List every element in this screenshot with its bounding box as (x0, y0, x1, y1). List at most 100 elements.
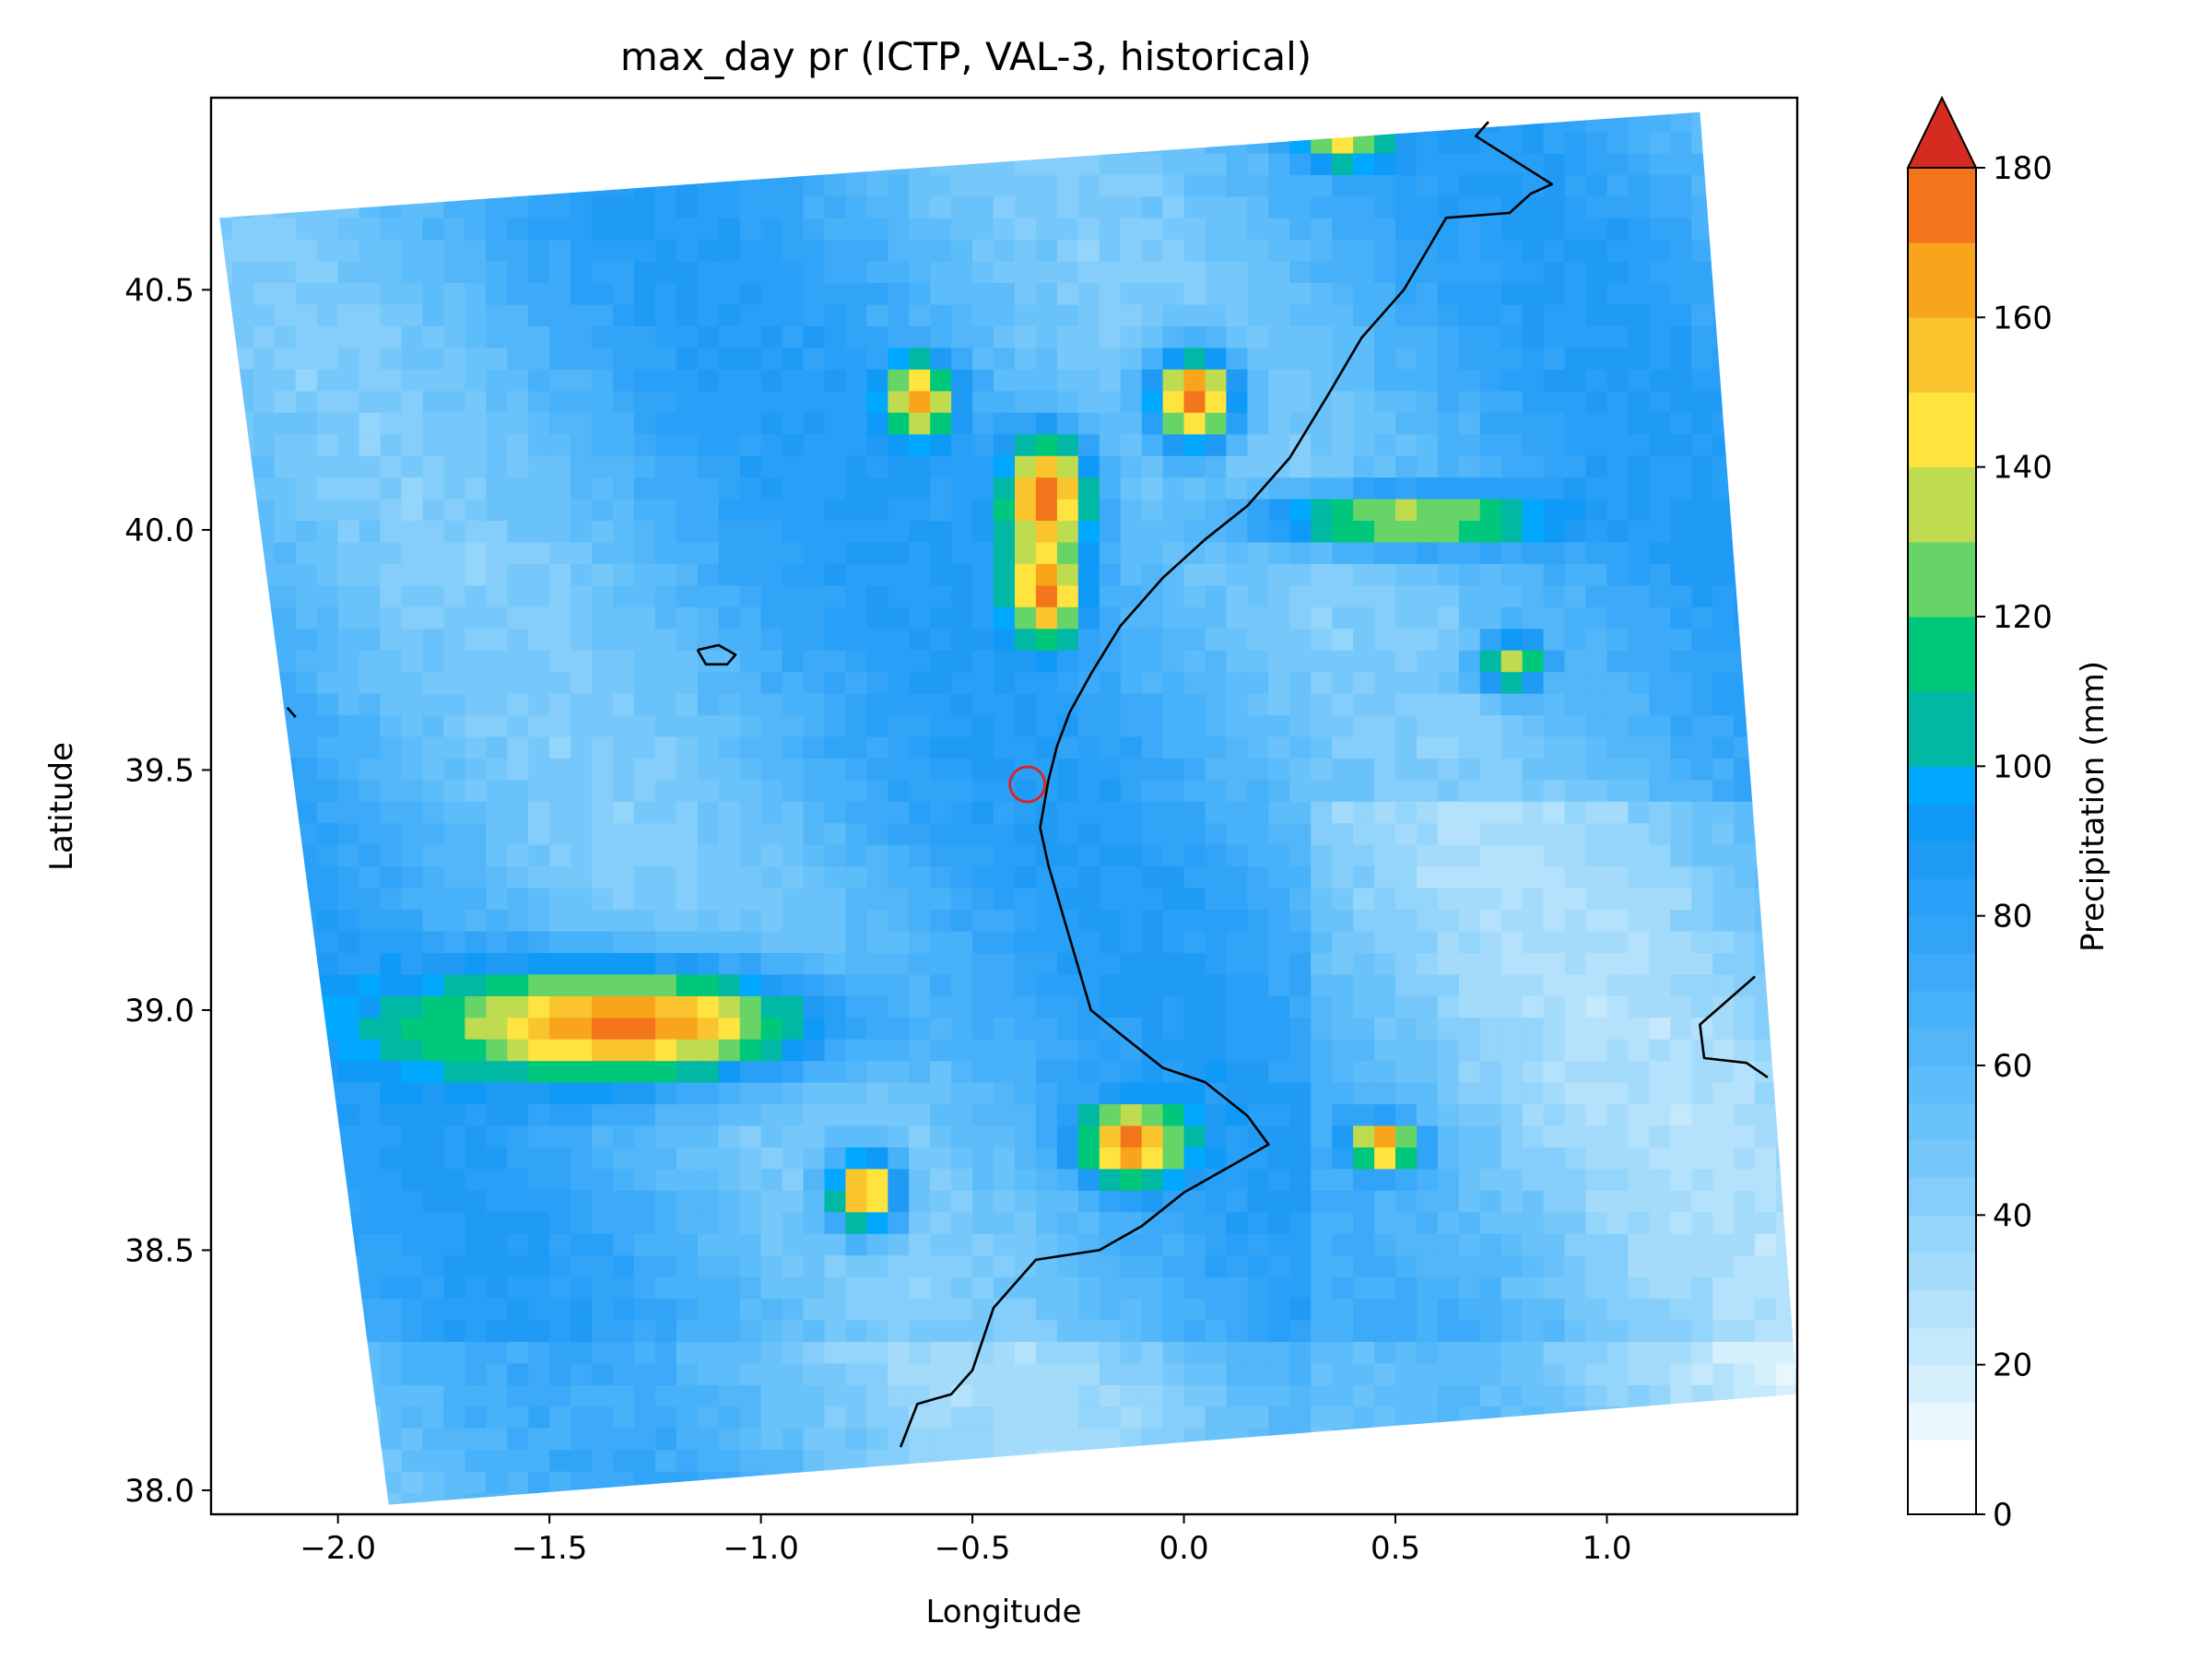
grid-cell (219, 931, 233, 953)
grid-cell (1162, 693, 1185, 716)
grid-cell (1120, 520, 1143, 543)
grid-cell (866, 1082, 888, 1105)
grid-cell (654, 1428, 677, 1451)
grid-cell (231, 412, 254, 435)
grid-cell (909, 1233, 931, 1256)
grid-cell (866, 1147, 888, 1170)
grid-cell (824, 1190, 846, 1213)
grid-cell (274, 1449, 297, 1472)
grid-cell (1691, 499, 1713, 521)
grid-cell (1670, 822, 1692, 845)
grid-cell (803, 477, 825, 500)
grid-cell (1289, 1233, 1312, 1256)
grid-cell (718, 909, 741, 932)
grid-cell (316, 1492, 339, 1505)
grid-cell (718, 1254, 741, 1277)
grid-cell (274, 541, 297, 564)
grid-cell (1120, 758, 1143, 781)
grid-cell (1564, 455, 1587, 478)
grid-cell (1056, 650, 1079, 673)
grid-cell (528, 1320, 550, 1342)
grid-cell (337, 1017, 360, 1040)
grid-cell (571, 1233, 593, 1256)
grid-cell (1670, 1362, 1692, 1385)
grid-cell (253, 347, 276, 370)
grid-cell (1734, 1362, 1756, 1385)
grid-cell (654, 844, 677, 867)
grid-cell (1099, 325, 1122, 348)
grid-cell (1289, 995, 1312, 1018)
grid-cell (1395, 736, 1418, 759)
grid-cell (1564, 369, 1587, 392)
grid-cell (316, 909, 339, 932)
grid-cell (951, 1320, 973, 1342)
grid-cell (316, 995, 339, 1018)
grid-cell (1056, 801, 1079, 824)
grid-cell (1628, 714, 1650, 737)
grid-cell (1543, 628, 1566, 651)
grid-cell (1035, 1039, 1058, 1062)
grid-cell (1247, 563, 1269, 586)
grid-cell (1437, 1060, 1460, 1083)
grid-cell (1353, 131, 1375, 154)
grid-cell (1606, 325, 1629, 348)
grid-cell (1332, 973, 1354, 996)
grid-cell (782, 131, 805, 154)
grid-cell (1226, 822, 1248, 845)
grid-cell (1268, 909, 1290, 932)
grid-cell (1628, 628, 1650, 651)
grid-cell (1395, 801, 1418, 824)
grid-cell (613, 1320, 635, 1342)
grid-cell (1015, 152, 1037, 175)
grid-cell (1183, 390, 1206, 413)
grid-cell (782, 1017, 805, 1040)
grid-cell (1247, 714, 1269, 737)
grid-cell (401, 1449, 423, 1472)
grid-cell (739, 520, 762, 543)
grid-cell (1522, 261, 1545, 284)
grid-cell (1500, 477, 1524, 500)
grid-cell (231, 1082, 254, 1105)
grid-cell (1585, 390, 1607, 413)
grid-cell (401, 347, 423, 370)
grid-cell (1776, 1341, 1798, 1364)
grid-cell (1141, 1211, 1164, 1234)
grid-cell (295, 239, 318, 262)
grid-cell (1649, 390, 1671, 413)
grid-cell (845, 1168, 867, 1191)
grid-cell (909, 1082, 931, 1105)
grid-cell (1734, 304, 1756, 326)
grid-cell (422, 218, 444, 241)
grid-cell (295, 455, 318, 478)
grid-cell (231, 693, 254, 716)
grid-cell (253, 1428, 276, 1451)
grid-cell (1289, 1017, 1312, 1040)
grid-cell (909, 304, 931, 326)
grid-cell (930, 1233, 952, 1256)
grid-cell (1120, 995, 1143, 1018)
grid-cell (845, 499, 867, 521)
grid-cell (739, 1341, 762, 1364)
grid-cell (1522, 1168, 1545, 1191)
grid-cell (1628, 1298, 1650, 1321)
grid-cell (253, 973, 276, 996)
grid-cell (1417, 801, 1439, 824)
grid-cell (1776, 973, 1798, 996)
grid-cell (571, 714, 593, 737)
grid-cell (1628, 888, 1650, 911)
grid-cell (676, 758, 699, 781)
grid-cell (1500, 628, 1524, 651)
grid-cell (1564, 931, 1587, 953)
grid-cell (1522, 195, 1545, 218)
grid-cell (1205, 693, 1227, 716)
grid-cell (1458, 239, 1481, 262)
grid-cell (1543, 1082, 1566, 1105)
grid-cell (486, 606, 508, 629)
grid-cell (571, 736, 593, 759)
grid-cell (1479, 736, 1502, 759)
grid-cell (698, 88, 720, 111)
grid-cell (718, 1492, 741, 1505)
grid-cell (994, 1233, 1016, 1256)
grid-cell (654, 801, 677, 824)
grid-cell (1564, 325, 1587, 348)
